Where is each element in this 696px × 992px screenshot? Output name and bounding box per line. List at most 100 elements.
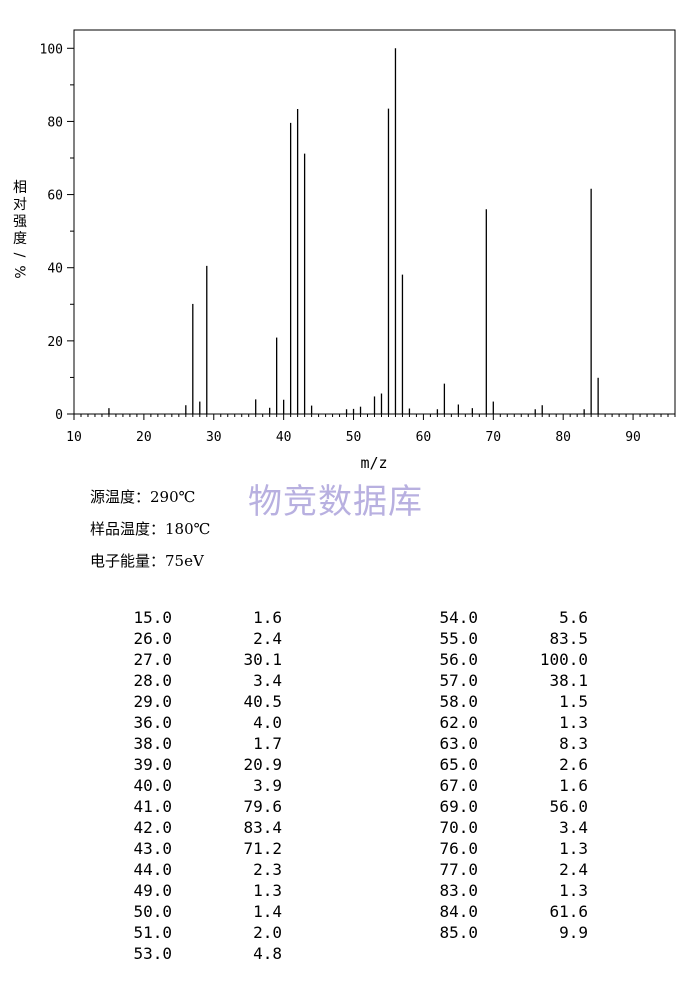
y-axis-label-char: 度 xyxy=(13,231,27,247)
mz-value: 69.0 xyxy=(439,797,478,816)
abundance-value: 2.0 xyxy=(253,923,282,942)
abundance-value: 1.6 xyxy=(253,608,282,627)
mz-value: 27.0 xyxy=(133,650,172,669)
condition-line: 样品温度：180℃ xyxy=(90,518,210,539)
y-axis-label-char: / xyxy=(11,253,27,258)
mz-value: 58.0 xyxy=(439,692,478,711)
table-row: 77.0 2.4 xyxy=(426,859,588,880)
y-axis-label-char: 对 xyxy=(13,197,27,213)
x-tick-label: 30 xyxy=(206,430,222,445)
abundance-value: 79.6 xyxy=(243,797,282,816)
mz-value: 67.0 xyxy=(439,776,478,795)
plot-frame xyxy=(73,29,676,415)
condition-label: 样品温度： xyxy=(90,520,166,538)
y-tick-label: 20 xyxy=(47,335,63,350)
x-tick-label: 90 xyxy=(625,430,641,445)
abundance-value: 1.3 xyxy=(559,839,588,858)
mz-value: 65.0 xyxy=(439,755,478,774)
abundance-value: 71.2 xyxy=(243,839,282,858)
x-tick-label: 80 xyxy=(555,430,571,445)
abundance-value: 8.3 xyxy=(559,734,588,753)
mz-value: 36.0 xyxy=(133,713,172,732)
mz-value: 83.0 xyxy=(439,881,478,900)
condition-value: 290℃ xyxy=(150,488,196,506)
abundance-value: 9.9 xyxy=(559,923,588,942)
table-row: 39.0 20.9 xyxy=(120,754,282,775)
y-tick-label: 40 xyxy=(47,262,63,277)
y-tick-label: 80 xyxy=(47,115,63,130)
mz-value: 38.0 xyxy=(133,734,172,753)
table-row: 40.0 3.9 xyxy=(120,775,282,796)
condition-label: 电子能量： xyxy=(90,552,166,570)
table-row: 28.0 3.4 xyxy=(120,670,282,691)
mz-value: 50.0 xyxy=(133,902,172,921)
abundance-value: 2.4 xyxy=(559,860,588,879)
abundance-value: 3.4 xyxy=(253,671,282,690)
table-row: 84.0 61.6 xyxy=(426,901,588,922)
mz-value: 85.0 xyxy=(439,923,478,942)
x-tick-label: 60 xyxy=(416,430,432,445)
table-row: 50.0 1.4 xyxy=(120,901,282,922)
mz-value: 43.0 xyxy=(133,839,172,858)
x-tick-label: 70 xyxy=(485,430,501,445)
abundance-value: 20.9 xyxy=(243,755,282,774)
mz-value: 84.0 xyxy=(439,902,478,921)
abundance-value: 30.1 xyxy=(243,650,282,669)
table-row: 15.0 1.6 xyxy=(120,607,282,628)
y-axis-label-char: 相 xyxy=(13,180,27,196)
mz-value: 49.0 xyxy=(133,881,172,900)
mz-value: 55.0 xyxy=(439,629,478,648)
abundance-value: 83.4 xyxy=(243,818,282,837)
table-row: 58.0 1.5 xyxy=(426,691,588,712)
table-row: 29.0 40.5 xyxy=(120,691,282,712)
x-tick-label: 10 xyxy=(66,430,82,445)
table-row: 41.0 79.6 xyxy=(120,796,282,817)
abundance-value: 40.5 xyxy=(243,692,282,711)
abundance-value: 100.0 xyxy=(539,650,588,669)
x-axis: 10 20 30 40 50 60 70 80 90 xyxy=(66,414,676,445)
mz-value: 41.0 xyxy=(133,797,172,816)
table-row: 27.0 30.1 xyxy=(120,649,282,670)
table-row: 57.0 38.1 xyxy=(426,670,588,691)
mz-value: 40.0 xyxy=(133,776,172,795)
condition-label: 源温度： xyxy=(90,488,151,506)
mz-value: 70.0 xyxy=(439,818,478,837)
table-row: 76.0 1.3 xyxy=(426,838,588,859)
abundance-value: 1.7 xyxy=(253,734,282,753)
mz-value: 51.0 xyxy=(133,923,172,942)
mz-value: 44.0 xyxy=(133,860,172,879)
y-tick-label: 60 xyxy=(47,189,63,204)
mz-value: 62.0 xyxy=(439,713,478,732)
abundance-value: 83.5 xyxy=(549,629,588,648)
abundance-value: 2.3 xyxy=(253,860,282,879)
abundance-value: 1.3 xyxy=(559,881,588,900)
mz-value: 54.0 xyxy=(439,608,478,627)
table-row: 56.0 100.0 xyxy=(426,649,588,670)
abundance-value: 4.0 xyxy=(253,713,282,732)
table-row: 70.0 3.4 xyxy=(426,817,588,838)
table-row: 85.0 9.9 xyxy=(426,922,588,943)
table-row: 67.0 1.6 xyxy=(426,775,588,796)
mz-value: 77.0 xyxy=(439,860,478,879)
peak-table-right: 54.0 5.6 55.0 83.5 56.0 100.0 57.0 38.1 58.0 1.5 6… xyxy=(426,607,588,943)
mz-value: 26.0 xyxy=(133,629,172,648)
mz-value: 28.0 xyxy=(133,671,172,690)
table-row: 36.0 4.0 xyxy=(120,712,282,733)
table-row: 54.0 5.6 xyxy=(426,607,588,628)
mz-value: 39.0 xyxy=(133,755,172,774)
table-row: 44.0 2.3 xyxy=(120,859,282,880)
x-axis-label: m/z xyxy=(360,454,387,472)
mz-value: 29.0 xyxy=(133,692,172,711)
condition-line: 电子能量：75eV xyxy=(90,550,204,571)
mz-value: 76.0 xyxy=(439,839,478,858)
peak-bars xyxy=(108,48,599,414)
abundance-value: 1.4 xyxy=(253,902,282,921)
abundance-value: 4.8 xyxy=(253,944,282,963)
table-row: 69.0 56.0 xyxy=(426,796,588,817)
abundance-value: 2.6 xyxy=(559,755,588,774)
y-axis-label-char: % xyxy=(11,265,27,278)
mz-value: 63.0 xyxy=(439,734,478,753)
abundance-value: 61.6 xyxy=(549,902,588,921)
x-tick-label: 50 xyxy=(346,430,362,445)
